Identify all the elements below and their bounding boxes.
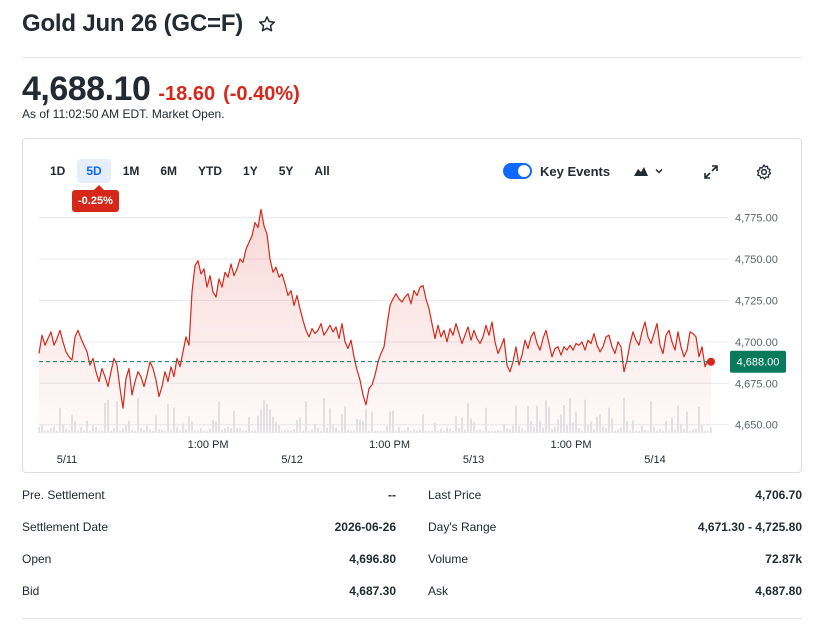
range-button-ytd[interactable]: YTD [198, 164, 223, 178]
range-button-1d[interactable]: 1D [50, 164, 66, 178]
y-tick-label: 4,750.00 [735, 254, 778, 266]
stat-row: Volume 72.87k [428, 543, 802, 575]
key-events-label: Key Events [540, 163, 611, 179]
x-tick-label: 5/11 [57, 454, 78, 466]
mountain-chart-icon [634, 167, 648, 176]
range-button-6m[interactable]: 6M [160, 164, 178, 178]
stat-value: -- [388, 487, 396, 502]
range-button-5y[interactable]: 5Y [278, 164, 294, 178]
bottom-divider [22, 618, 802, 619]
chart-type-dropdown[interactable] [633, 165, 665, 177]
range-button-1m[interactable]: 1M [122, 164, 140, 178]
x-tick-label: 1:00 PM [369, 439, 410, 451]
y-tick-label: 4,725.00 [735, 295, 778, 307]
quote-header: Gold Jun 26 (GC=F) [22, 10, 277, 38]
last-price: 4,688.10 [22, 70, 151, 108]
gear-icon[interactable] [755, 163, 773, 181]
stats-right-column: Last Price 4,706.70 Day's Range 4,671.30 - … [428, 479, 802, 607]
last-price-label: 4,688.00 [737, 357, 780, 369]
header-divider [22, 57, 802, 58]
range-change-badge: -0.25% [72, 185, 119, 212]
stat-value: 4,687.30 [349, 583, 396, 598]
stat-label: Open [22, 551, 52, 566]
range-button-all[interactable]: All [314, 164, 330, 178]
x-tick-label: 5/13 [463, 454, 484, 466]
price-area [39, 209, 711, 433]
last-price-dot [707, 357, 715, 366]
x-tick-label: 5/12 [281, 454, 302, 466]
stat-value: 4,696.80 [349, 551, 396, 566]
stat-value: 4,706.70 [755, 487, 802, 502]
price-chart[interactable]: 4,650.00 4,675.00 4,700.00 4,725.00 4,750.00… [23, 139, 801, 472]
stat-label: Volume [428, 551, 469, 566]
page-title: Gold Jun 26 (GC=F) [22, 10, 244, 37]
x-tick-label: 1:00 PM [551, 439, 592, 451]
stat-row: Pre. Settlement -- [22, 479, 396, 511]
stats-left-column: Pre. Settlement -- Settlement Date 2026-06-… [22, 479, 396, 607]
stat-row: Settlement Date 2026-06-26 [22, 511, 396, 543]
toggle-switch[interactable] [503, 163, 532, 179]
range-selector: 1D 5D 1M 6M YTD 1Y 5Y All [41, 159, 342, 183]
last-price-label-bg [730, 350, 786, 373]
price-change-percent: (-0.40%) [223, 83, 300, 105]
price-row: 4,688.10 -18.60 (-0.40%) [22, 70, 300, 109]
stat-label: Bid [22, 583, 40, 598]
stat-value: 72.87k [765, 551, 802, 566]
stat-row: Last Price 4,706.70 [428, 479, 802, 511]
chart-card: 1D 5D 1M 6M YTD 1Y 5Y All -0.25% Key Events 4,6… [22, 138, 802, 473]
range-button-5d[interactable]: 5D [77, 159, 111, 183]
x-tick-label: 1:00 PM [188, 439, 229, 451]
key-events-toggle[interactable]: Key Events [503, 163, 610, 179]
expand-icon[interactable] [703, 164, 719, 180]
stat-row: Day's Range 4,671.30 - 4,725.80 [428, 511, 802, 543]
y-tick-label: 4,650.00 [735, 420, 778, 432]
stat-label: Pre. Settlement [22, 487, 105, 502]
chevron-down-icon [655, 168, 663, 174]
y-tick-label: 4,700.00 [735, 337, 778, 349]
stat-value: 2026-06-26 [334, 519, 396, 534]
price-change: -18.60 [158, 83, 216, 105]
y-tick-label: 4,775.00 [735, 213, 778, 225]
stat-label: Day's Range [428, 519, 497, 534]
stat-value: 4,687.80 [755, 583, 802, 598]
stat-row: Bid 4,687.30 [22, 575, 396, 607]
range-button-1y[interactable]: 1Y [243, 164, 258, 178]
star-icon[interactable] [257, 14, 277, 34]
stat-label: Settlement Date [22, 519, 109, 534]
market-status: As of 11:02:50 AM EDT. Market Open. [22, 107, 225, 121]
price-line [38, 208, 712, 409]
x-tick-label: 5/14 [644, 454, 665, 466]
stat-label: Ask [428, 583, 449, 598]
stat-value: 4,671.30 - 4,725.80 [697, 519, 802, 534]
y-tick-label: 4,675.00 [735, 378, 778, 390]
stat-row: Ask 4,687.80 [428, 575, 802, 607]
stat-row: Open 4,696.80 [22, 543, 396, 575]
stat-label: Last Price [428, 487, 482, 502]
